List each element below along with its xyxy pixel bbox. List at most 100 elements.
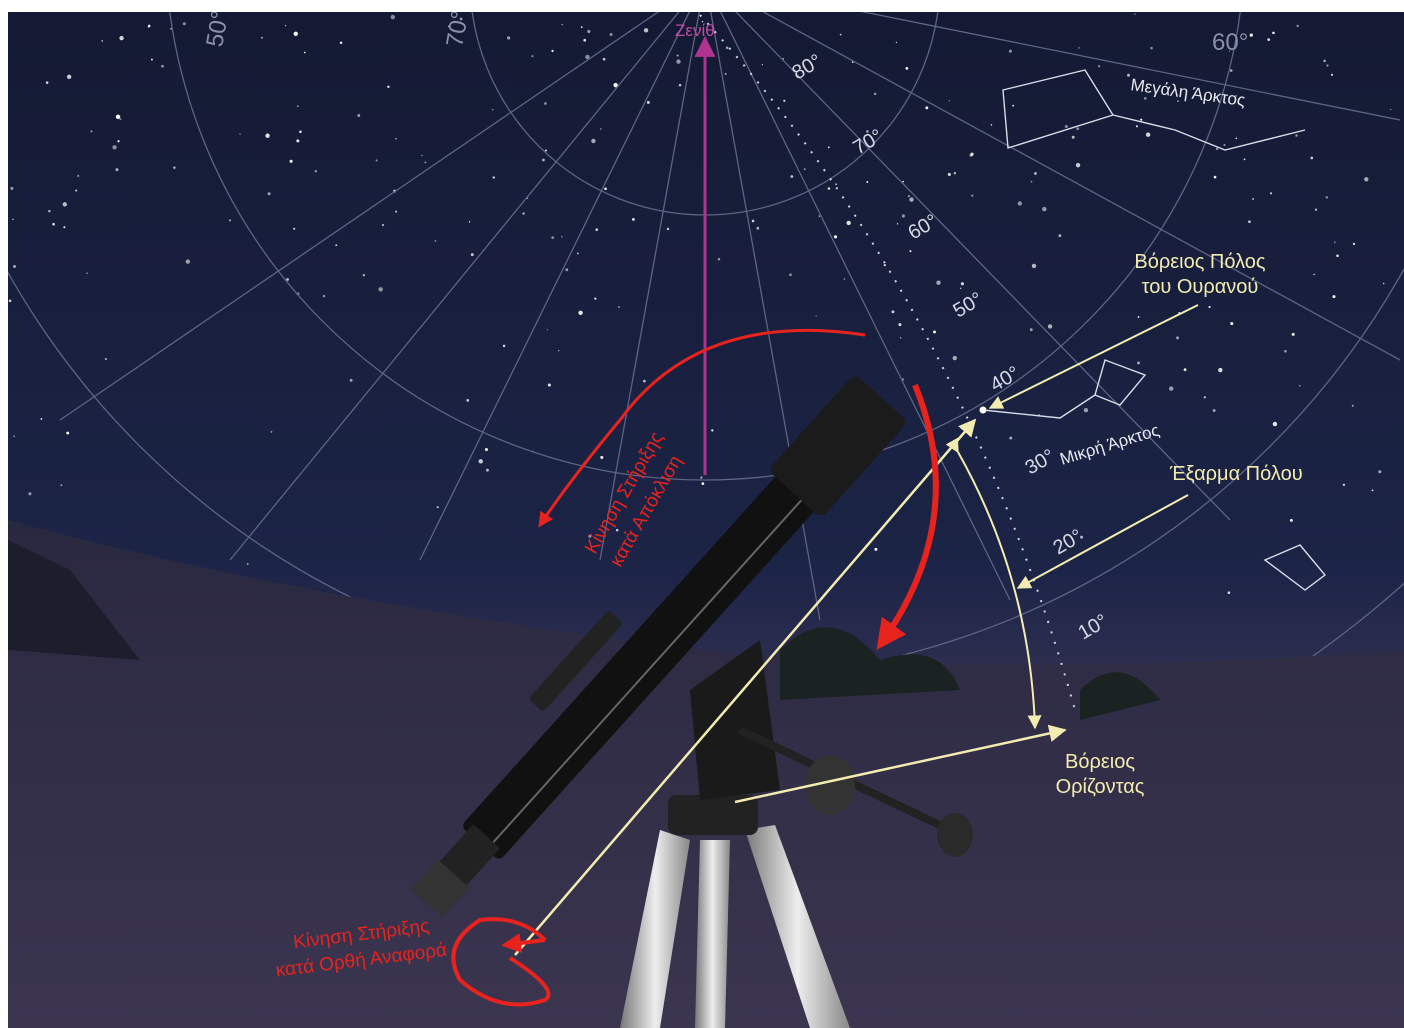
star — [470, 253, 474, 257]
star — [378, 287, 383, 292]
star — [421, 154, 423, 157]
star — [1267, 38, 1271, 42]
star — [1243, 158, 1246, 161]
star — [289, 159, 293, 163]
star — [1034, 172, 1037, 175]
star — [615, 528, 619, 532]
star — [507, 36, 511, 40]
star — [246, 563, 249, 566]
polar-altitude-label: Έξαρμα Πόλου — [1169, 463, 1303, 485]
star — [293, 31, 298, 37]
star — [147, 24, 151, 28]
star — [960, 282, 964, 286]
star — [544, 102, 547, 105]
dec-arrow-1 — [538, 328, 866, 528]
star — [28, 492, 32, 496]
star — [587, 29, 591, 34]
star — [1012, 104, 1015, 107]
star — [1137, 315, 1140, 318]
star — [846, 220, 851, 226]
star — [296, 139, 300, 143]
polar-axis — [514, 418, 977, 956]
star — [827, 146, 830, 149]
star — [117, 140, 120, 143]
star — [40, 418, 43, 420]
star — [119, 118, 122, 121]
polaris — [979, 406, 987, 414]
star — [725, 46, 729, 49]
star — [701, 20, 704, 23]
star — [901, 214, 905, 218]
star — [959, 287, 962, 290]
star — [1176, 336, 1180, 340]
star — [873, 92, 877, 96]
star — [375, 159, 378, 162]
north-horizon-label: Βόρειος — [1065, 751, 1135, 773]
star — [565, 268, 569, 272]
star — [1071, 135, 1075, 139]
star — [1017, 201, 1023, 206]
star — [293, 227, 296, 230]
star — [357, 114, 361, 117]
star — [631, 218, 635, 221]
star — [104, 357, 107, 361]
star — [561, 23, 563, 26]
star — [1215, 147, 1219, 151]
star — [818, 215, 821, 218]
star — [676, 54, 679, 57]
star — [1212, 409, 1216, 413]
star — [1078, 47, 1080, 49]
star — [1330, 73, 1334, 76]
star — [1252, 197, 1255, 200]
star — [228, 219, 232, 222]
star — [466, 399, 470, 402]
dec-arrow-2 — [876, 383, 939, 650]
star — [952, 355, 957, 361]
star — [711, 429, 714, 432]
star — [395, 210, 398, 213]
star — [646, 100, 650, 104]
star — [1235, 137, 1238, 140]
star — [544, 149, 547, 152]
star — [1143, 97, 1147, 100]
polar-altitude-arc — [945, 437, 1042, 730]
star — [866, 130, 869, 133]
star — [578, 310, 583, 315]
star — [349, 378, 353, 382]
star — [468, 221, 471, 223]
star — [588, 534, 592, 538]
star — [585, 54, 590, 60]
star — [1289, 518, 1293, 522]
star — [502, 344, 506, 348]
star — [1228, 50, 1231, 52]
star — [1371, 489, 1374, 492]
star — [8, 299, 12, 303]
star — [1169, 386, 1174, 391]
star — [1229, 69, 1233, 72]
star — [265, 133, 270, 138]
star — [666, 227, 670, 231]
star — [185, 259, 191, 264]
grid-label: 70° — [441, 9, 474, 49]
star — [1284, 350, 1287, 353]
star — [299, 130, 302, 134]
horizon-arrow — [734, 724, 1067, 804]
star — [948, 100, 950, 102]
star — [602, 57, 606, 61]
star — [866, 180, 869, 183]
star — [173, 166, 176, 170]
star — [1272, 31, 1275, 35]
star — [492, 176, 495, 179]
hill — [8, 540, 140, 660]
star — [751, 219, 755, 223]
star — [284, 24, 287, 27]
north-horizon-label: Ορίζοντας — [1056, 776, 1145, 798]
star — [1134, 13, 1136, 15]
star — [595, 228, 599, 231]
star — [492, 109, 494, 111]
star — [1183, 368, 1187, 372]
star — [609, 32, 613, 36]
star — [115, 114, 121, 119]
grid-labels: 50° 70° 60° — [201, 9, 1248, 56]
